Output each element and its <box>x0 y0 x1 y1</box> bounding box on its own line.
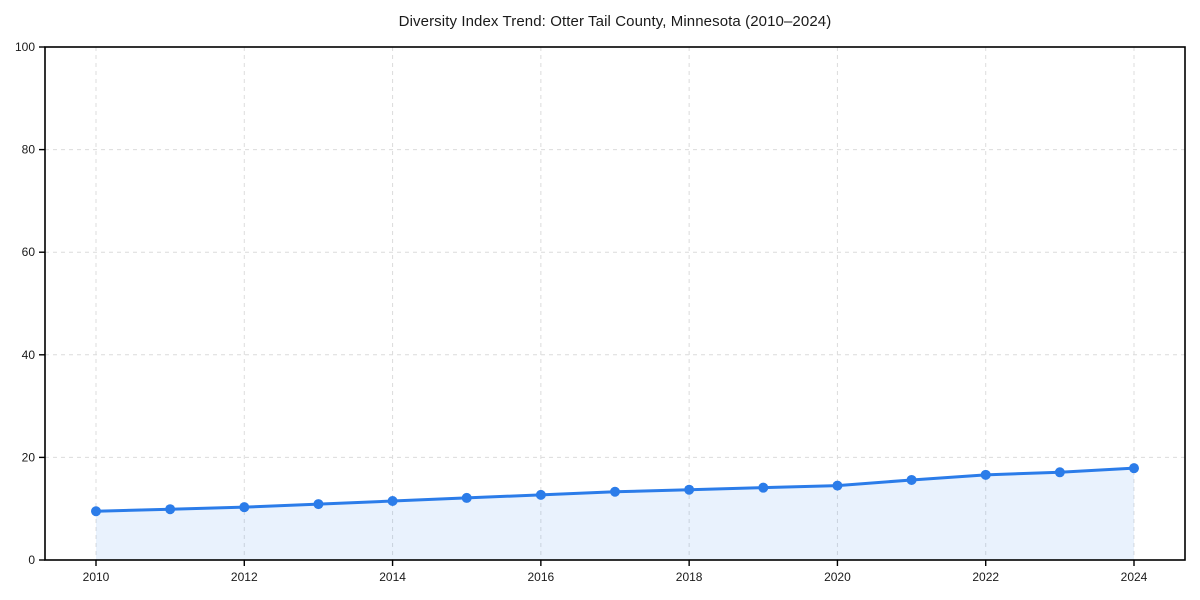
x-tick-label: 2024 <box>1121 570 1148 584</box>
y-tick-label: 80 <box>22 143 36 157</box>
data-point <box>535 489 546 500</box>
chart-title: Diversity Index Trend: Otter Tail County… <box>398 13 832 30</box>
data-point <box>239 502 250 513</box>
data-point <box>610 486 620 497</box>
y-tick-label: 0 <box>28 553 35 567</box>
y-tick-label: 100 <box>15 40 35 54</box>
data-point <box>832 480 843 491</box>
x-tick-label: 2022 <box>972 570 999 584</box>
data-point <box>1054 467 1065 478</box>
y-tick-label: 60 <box>22 245 36 259</box>
plot-border <box>44 46 1186 561</box>
data-point <box>387 496 398 507</box>
x-tick-label: 2018 <box>676 570 703 584</box>
y-tick-label: 20 <box>22 450 36 464</box>
data-point <box>684 484 695 495</box>
area-fill <box>96 468 1134 560</box>
x-tick-label: 2010 <box>83 570 110 584</box>
data-point <box>906 474 917 485</box>
y-tick-label: 40 <box>22 348 36 362</box>
data-point <box>980 469 991 480</box>
data-point <box>461 492 472 503</box>
data-point <box>91 506 101 517</box>
data-point <box>1129 463 1139 474</box>
x-tick-label: 2016 <box>528 570 555 584</box>
data-point <box>758 482 769 493</box>
data-point <box>313 499 324 510</box>
data-point <box>165 504 176 515</box>
x-tick-label: 2012 <box>231 570 258 584</box>
x-tick-label: 2020 <box>824 570 851 584</box>
x-tick-label: 2014 <box>379 570 406 584</box>
